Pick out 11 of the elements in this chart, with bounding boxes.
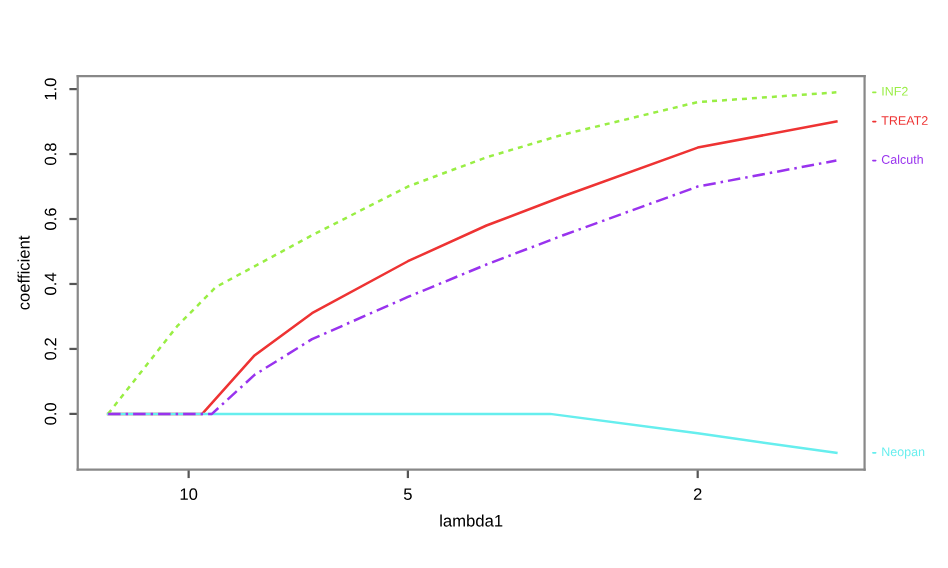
- x-tick-label: 5: [403, 488, 412, 501]
- y-axis-title: coefficient: [17, 235, 30, 310]
- y-tick-label: 1.0: [44, 78, 57, 100]
- y-tick-label: 0.2: [44, 338, 57, 360]
- y-tick-label: 0.0: [44, 402, 57, 425]
- y-tick-label: 0.8: [44, 143, 57, 165]
- x-tick-label: 2: [693, 488, 702, 500]
- x-axis-title: lambda1: [440, 514, 503, 527]
- y-tick-label: 0.6: [44, 208, 57, 230]
- x-tick-label: 10: [180, 488, 198, 501]
- y-tick-label: 0.4: [44, 272, 57, 295]
